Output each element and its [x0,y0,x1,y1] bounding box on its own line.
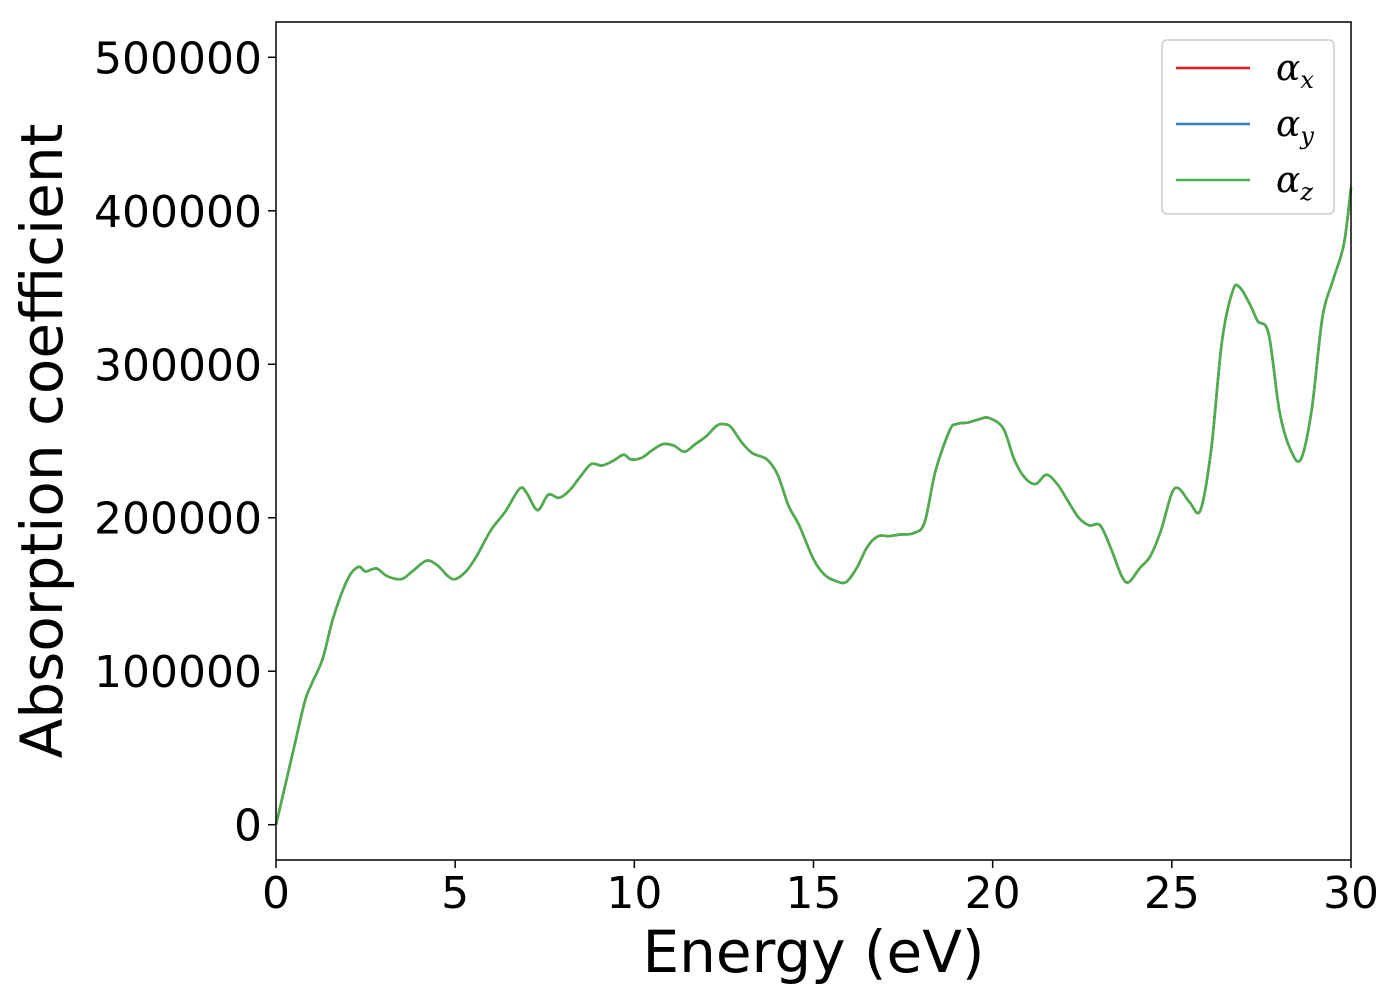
legend-subscript: z [1299,178,1313,206]
x-tick-label: 25 [1144,868,1200,919]
legend-box [1161,39,1335,215]
x-tick-label: 10 [606,868,662,919]
plot-frame [275,21,1352,861]
x-axis-label: Energy (eV) [642,918,984,986]
series-line-y [274,187,1353,825]
y-tick-label: 200000 [94,494,262,545]
series-line-x [274,187,1353,825]
x-tick-label: 20 [965,868,1021,919]
series-line-z [274,187,1353,825]
y-tick-label: 0 [234,801,262,852]
legend-label-x: αx [1276,48,1314,94]
y-tick-label: 400000 [94,187,262,238]
y-tick-label: 500000 [94,33,262,84]
legend-symbol: α [1276,160,1300,201]
y-tick-label: 300000 [94,340,262,391]
plot-lines [274,187,1353,825]
x-tick-label: 30 [1323,868,1379,919]
y-axis-ticks: 0 100000 200000 300000 400000 500000 [94,33,276,852]
legend-label-z: αz [1276,160,1313,206]
y-tick-label: 100000 [94,647,262,698]
legend-symbol: α [1276,104,1300,145]
x-axis-ticks: 0 5 10 15 20 25 30 [262,860,1379,919]
y-axis-label: Absorption coefficient [8,124,76,759]
x-tick-label: 5 [441,868,469,919]
legend-symbol: α [1276,48,1300,89]
legend-subscript: y [1299,122,1314,150]
legend-subscript: x [1300,66,1314,94]
x-tick-label: 15 [786,868,842,919]
legend-label-y: αy [1276,104,1314,150]
x-tick-label: 0 [262,868,290,919]
